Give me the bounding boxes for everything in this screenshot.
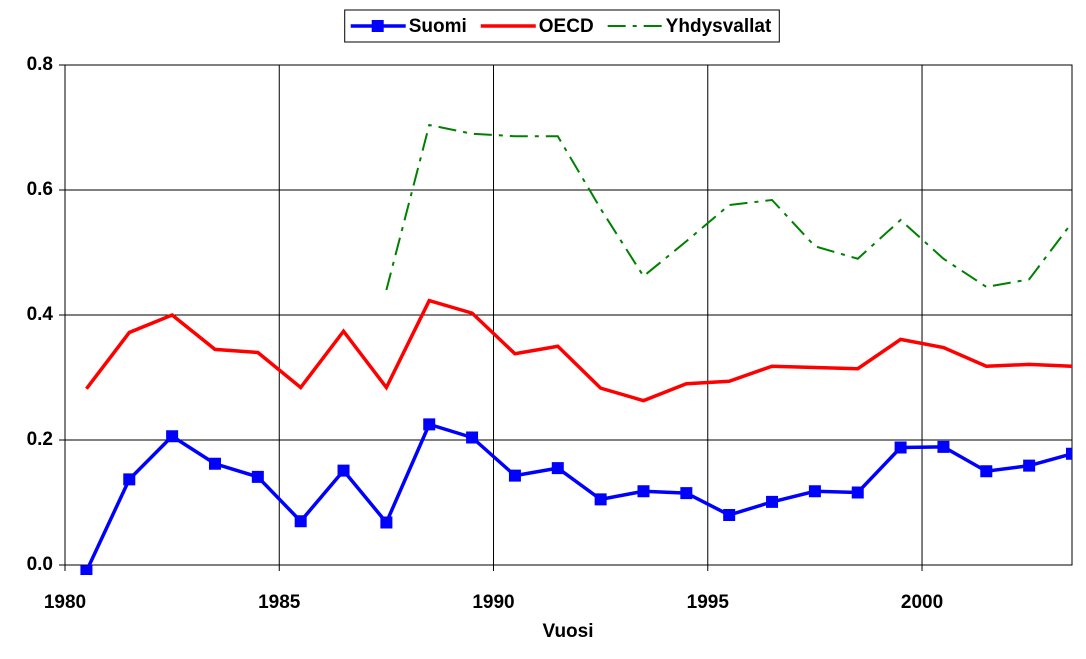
series-line [85,298,1072,403]
x-tick-label: 2000 [901,592,943,613]
x-tick-label: 1980 [44,592,86,613]
x-tick-label: 1990 [472,592,514,613]
y-tick-label: 0.4 [27,304,54,325]
marker [594,493,607,506]
x-axis-label: Vuosi [542,621,593,642]
marker [766,495,779,508]
marker [251,470,264,483]
marker [894,441,907,454]
legend-marker [371,20,384,32]
y-tick-label: 0.8 [27,54,53,75]
marker [123,473,136,486]
marker [1066,447,1072,460]
marker [1023,459,1036,472]
series-line [385,123,1072,291]
marker [637,485,650,498]
marker [851,486,864,499]
legend-label: OECD [539,16,594,37]
marker [80,565,93,575]
y-tick-label: 0.2 [27,429,53,450]
marker [380,516,393,529]
marker [208,457,221,470]
marker [166,430,179,443]
marker [423,418,436,431]
marker [551,462,564,475]
marker [980,465,993,478]
legend-box [344,9,780,43]
marker [723,509,736,521]
legend-label: Suomi [409,16,467,37]
marker [680,487,693,500]
marker [466,431,479,444]
marker [294,515,307,528]
marker [508,469,521,482]
legend-label: Yhdysvallat [666,16,772,37]
series-line [84,422,1072,572]
y-tick-label: 0.6 [27,179,53,200]
x-tick-label: 1985 [258,592,301,613]
marker [937,440,950,453]
marker [808,485,821,498]
marker [337,464,350,477]
legend: Suomi OECD Yhdysvallat [344,9,780,43]
y-tick-label: 0.0 [27,554,53,575]
x-tick-label: 1995 [687,592,730,613]
